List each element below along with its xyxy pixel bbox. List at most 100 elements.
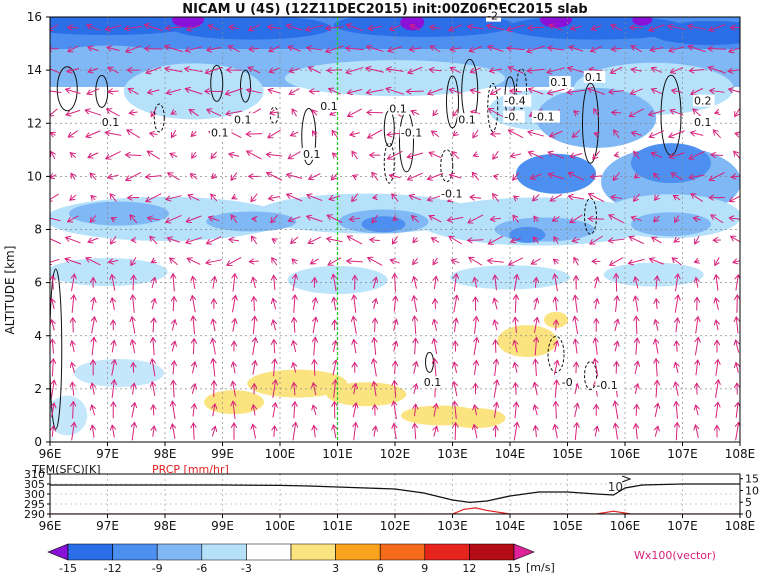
wind-vector	[106, 150, 121, 158]
wind-vector	[655, 403, 658, 417]
wind-vector	[105, 132, 122, 135]
wind-vector	[675, 274, 678, 292]
wind-vector	[655, 339, 658, 354]
y-tick-label: 6	[34, 276, 42, 290]
wind-vector	[515, 295, 516, 313]
wind-vector	[736, 340, 739, 353]
wind-vector	[454, 295, 457, 313]
wind-vector	[713, 130, 722, 139]
wind-vector	[413, 238, 417, 243]
wind-vector	[128, 88, 139, 95]
wind-vector	[635, 296, 638, 312]
surface-x-tick-label: 105E	[552, 519, 583, 533]
wind-vector	[52, 339, 53, 354]
wind-vector	[51, 151, 55, 160]
wind-vector	[92, 317, 95, 334]
wind-vector	[205, 66, 223, 73]
wind-vector	[145, 49, 163, 50]
wind-vector	[510, 91, 522, 92]
temperature-point	[308, 485, 310, 487]
colorbar-label: 9	[421, 562, 428, 575]
wind-vector	[434, 319, 437, 331]
wind-vector	[92, 298, 94, 311]
wind-vector	[368, 129, 383, 138]
wind-vector	[593, 150, 601, 159]
wind-vector	[165, 46, 183, 53]
x-tick-label: 99E	[211, 447, 234, 461]
wind-vector	[309, 173, 321, 180]
wind-vector	[730, 195, 740, 202]
wind-vector	[508, 130, 524, 139]
wind-vector	[70, 153, 77, 158]
wind-vector	[107, 109, 121, 117]
wind-vector	[166, 214, 182, 222]
wind-vector	[535, 405, 538, 416]
wind-vector	[614, 155, 618, 156]
wind-vector	[209, 217, 220, 221]
wind-vector	[611, 197, 622, 198]
wind-vector	[229, 239, 240, 241]
wind-vector	[548, 152, 565, 159]
wind-vector	[610, 257, 624, 266]
wind-vector	[535, 298, 538, 310]
wind-vector	[294, 295, 295, 313]
wind-vector	[132, 340, 134, 353]
wind-vector	[86, 130, 101, 137]
wind-vector	[292, 109, 296, 117]
wind-vector	[212, 174, 216, 178]
wind-vector	[388, 150, 403, 159]
contour-labels: 0.1 0.1 0.1 0.1 0.1 0.1 -0.1 0.1 -0.1 -0.4 -0. -0.1…	[100, 9, 715, 392]
contour-label-bg	[388, 102, 410, 115]
contour-label-bg	[302, 147, 324, 160]
wind-vector	[66, 237, 81, 244]
wind-vector	[347, 25, 364, 32]
temperature-point	[365, 487, 367, 489]
wind-vector	[591, 26, 602, 30]
wind-vector	[306, 24, 324, 30]
wind-vector	[412, 216, 419, 223]
contour-label-bg	[457, 113, 479, 126]
wind-vector	[736, 317, 738, 334]
wind-vector	[253, 338, 256, 356]
wind-vector	[253, 424, 256, 439]
wind-vector	[671, 173, 683, 181]
wind-vector	[454, 274, 456, 292]
wind-vector	[247, 90, 262, 93]
wind-vector	[50, 24, 59, 31]
wind-vector	[535, 426, 536, 438]
temperature-point	[279, 484, 281, 486]
wind-vector	[151, 260, 155, 263]
wind-vector	[410, 25, 421, 31]
wind-vector	[655, 195, 659, 200]
main-panel: 0.1 0.1 0.1 0.1 0.1 0.1 -0.1 0.1 -0.1 -0.4 -0. -0.1…	[3, 9, 755, 461]
wind-vector	[527, 69, 545, 71]
wind-vector	[528, 152, 544, 159]
contour-label: -0.1	[441, 188, 462, 201]
wind-vector	[232, 197, 236, 199]
wind-vector	[289, 88, 300, 95]
wind-vector	[387, 69, 404, 72]
wind-vector	[735, 108, 740, 117]
wind-vector	[388, 46, 403, 52]
surface-x-tick-label: 107E	[667, 519, 698, 533]
wind-vector	[193, 339, 194, 355]
wind-vector	[434, 404, 437, 417]
wind-vector	[213, 359, 215, 377]
wind-vector	[87, 25, 100, 31]
wind-vector	[267, 173, 283, 181]
wind-vector	[291, 236, 299, 244]
wind-vector	[170, 258, 178, 266]
wind-vector	[347, 89, 363, 94]
wind-vector	[132, 317, 135, 334]
wind-vector	[52, 380, 55, 398]
wind-vector	[630, 88, 643, 94]
wind-vector	[676, 423, 677, 441]
wind-vector	[614, 130, 620, 139]
contour-label: -2	[487, 10, 498, 23]
surface-x-tick-label: 98E	[154, 519, 177, 533]
wind-vector	[212, 426, 215, 437]
wind-vector	[192, 384, 195, 395]
wind-vector	[474, 277, 476, 288]
wind-vector	[312, 131, 316, 138]
colorbar-swatch	[112, 543, 158, 561]
